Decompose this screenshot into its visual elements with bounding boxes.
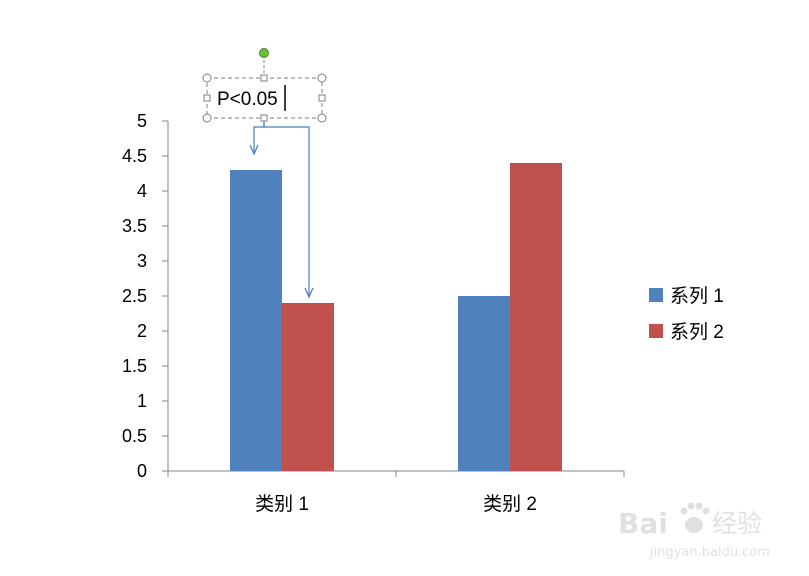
bar-series2-cat2[interactable] bbox=[510, 163, 562, 471]
y-tick-label: 3.5 bbox=[122, 216, 147, 236]
y-tick-label: 5 bbox=[137, 111, 147, 131]
category-label: 类别 2 bbox=[483, 493, 537, 515]
y-tick-label: 3 bbox=[137, 251, 147, 271]
y-tick-label: 4 bbox=[137, 181, 147, 201]
bar-series1-cat2[interactable] bbox=[458, 296, 510, 471]
resize-handle-bottom-right[interactable] bbox=[317, 113, 327, 123]
chart-axes: 0 0.5 1 1.5 2 2.5 3 3.5 4 4.5 5 bbox=[122, 111, 625, 481]
resize-handle-left[interactable] bbox=[203, 94, 211, 102]
annotation-textbox[interactable]: P<0.05 bbox=[202, 48, 327, 123]
watermark: Bai 经验 jingyan.baidu.com bbox=[618, 502, 770, 560]
legend: 系列 1 系列 2 bbox=[649, 285, 724, 343]
y-tick-label: 0.5 bbox=[122, 426, 147, 446]
resize-handle-top-left[interactable] bbox=[202, 73, 212, 83]
y-tick-label: 0 bbox=[137, 461, 147, 481]
resize-handle-top-right[interactable] bbox=[317, 73, 327, 83]
y-tick-label: 2 bbox=[137, 321, 147, 341]
connector-to-series2 bbox=[263, 118, 310, 297]
y-tick-label: 1.5 bbox=[122, 356, 147, 376]
watermark-brand-suffix: 经验 bbox=[712, 509, 762, 538]
resize-handle-bottom[interactable] bbox=[260, 114, 268, 122]
connector-to-series2-head bbox=[304, 287, 314, 299]
resize-handle-bottom-left[interactable] bbox=[202, 113, 212, 123]
resize-handle-top[interactable] bbox=[260, 74, 268, 82]
category-labels: 类别 1 类别 2 bbox=[255, 493, 537, 515]
resize-handle-right[interactable] bbox=[318, 94, 326, 102]
legend-label: 系列 1 bbox=[670, 285, 724, 307]
paw-icon bbox=[680, 502, 710, 533]
bar-series1-cat1[interactable] bbox=[230, 170, 282, 471]
annotation-text[interactable]: P<0.05 bbox=[217, 89, 278, 110]
connector-to-series1-head bbox=[249, 144, 259, 156]
chart-bars bbox=[230, 163, 562, 471]
watermark-brand: Bai bbox=[618, 507, 668, 540]
rotate-handle[interactable] bbox=[259, 48, 269, 58]
y-tick-label: 2.5 bbox=[122, 286, 147, 306]
connector-to-series1 bbox=[253, 118, 265, 154]
legend-label: 系列 2 bbox=[670, 321, 724, 343]
y-tick-label: 4.5 bbox=[122, 146, 147, 166]
annotation-connectors bbox=[249, 118, 314, 299]
watermark-url: jingyan.baidu.com bbox=[649, 545, 770, 560]
category-label: 类别 1 bbox=[255, 493, 309, 515]
legend-swatch bbox=[649, 324, 663, 338]
y-tick-label: 1 bbox=[137, 391, 147, 411]
bar-series2-cat1[interactable] bbox=[282, 303, 334, 471]
legend-swatch bbox=[649, 288, 663, 302]
